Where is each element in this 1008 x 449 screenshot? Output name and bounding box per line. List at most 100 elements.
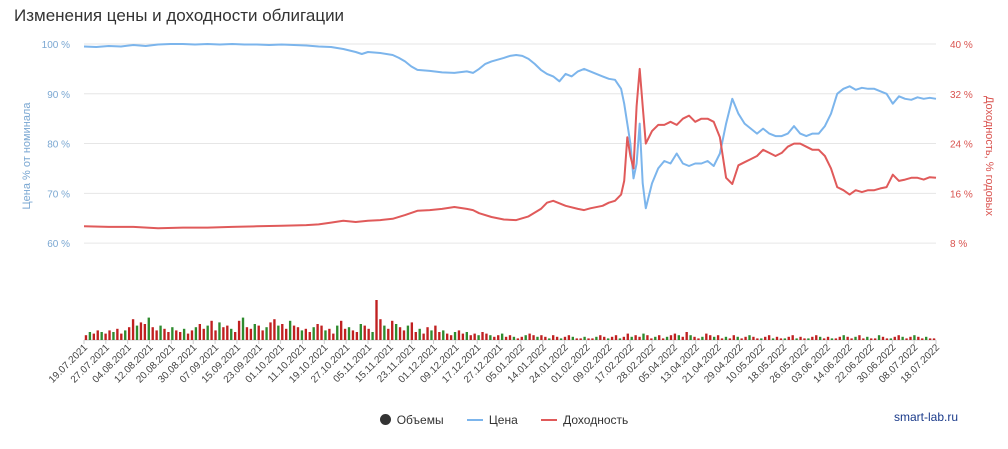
volume-bar [716, 335, 720, 340]
watermark-link[interactable]: smart-lab.ru [893, 410, 958, 424]
volume-bar [783, 338, 787, 340]
volume-bar [124, 330, 127, 340]
volume-bar [669, 335, 673, 340]
volume-bar [414, 332, 417, 340]
volume-bar [135, 325, 139, 340]
volume-bar [850, 338, 853, 340]
volume-bar [764, 336, 767, 340]
volume-bar [905, 338, 908, 340]
volume-bar [222, 327, 225, 340]
volume-bar [532, 335, 535, 340]
volume-bar [756, 338, 759, 340]
volume-bar [210, 320, 213, 340]
volume-bar [540, 335, 543, 340]
volume-bar [387, 328, 390, 340]
volume-bar [257, 325, 260, 340]
volume-bar [779, 338, 783, 340]
volume-bar [720, 338, 724, 340]
volume-bar [583, 336, 586, 340]
volume-bar [508, 335, 512, 340]
volume-bar [477, 335, 480, 340]
volume-bar [493, 336, 496, 340]
line-layer [83, 43, 937, 230]
volume-bar [159, 325, 162, 340]
axis-layer: 60 % 70 % 80 % 90 % 100 % 8 % 16 % 24 % 32 % 40 %… [21, 40, 995, 386]
volume-bar [795, 338, 798, 340]
yield-series-line[interactable] [83, 67, 937, 230]
legend-yield-marker [541, 418, 558, 421]
volume-bar [544, 336, 547, 340]
volume-bar [269, 322, 272, 340]
volume-bar [626, 333, 629, 340]
volume-bar [606, 338, 610, 340]
volume-bar [339, 320, 343, 340]
volume-bar [913, 335, 916, 340]
volume-bar [736, 336, 739, 340]
volume-bar [685, 332, 688, 340]
volume-bar [791, 335, 794, 340]
volume-bar [481, 332, 484, 340]
volume-bar [108, 330, 111, 340]
y-tick-right-label: 24 % [950, 140, 973, 151]
volume-bar [697, 338, 700, 340]
volume-bar [131, 319, 135, 340]
volume-bar [775, 336, 779, 340]
volume-bar [622, 336, 626, 340]
volume-bar [873, 338, 877, 340]
volume-bar [885, 338, 889, 340]
volume-bar [253, 324, 256, 340]
volume-bar [614, 335, 618, 340]
price-series-line[interactable] [83, 43, 937, 210]
volume-bar [799, 336, 802, 340]
volume-bar [328, 328, 331, 340]
legend-item-volume[interactable]: Объемы [379, 413, 444, 427]
volume-bar [811, 336, 814, 340]
volume-bar [473, 333, 476, 340]
volume-bar [96, 330, 99, 340]
volume-bar [689, 335, 692, 340]
volume-bar [371, 332, 374, 340]
volume-bar [603, 336, 606, 340]
volume-bar [846, 336, 849, 340]
volume-bar [163, 328, 166, 340]
volume-bar [171, 327, 174, 340]
volume-bar [524, 335, 527, 340]
volume-bar [646, 335, 649, 340]
volume-bar [127, 327, 131, 340]
legend-item-yield[interactable]: Доходность [541, 413, 628, 427]
volume-bar [520, 336, 523, 340]
legend-item-price[interactable]: Цена [466, 412, 518, 427]
legend-price-label: Цена [488, 412, 518, 427]
volume-bar [418, 328, 421, 340]
volume-bar [324, 330, 327, 340]
volume-bar [665, 336, 669, 340]
volume-bar [712, 336, 716, 340]
volume-bar [881, 336, 885, 340]
volume-bar [202, 328, 205, 340]
volume-bar [485, 333, 488, 340]
volume-bar [587, 338, 590, 340]
volume-bar [151, 327, 154, 340]
volume-bar [179, 332, 182, 340]
volume-bar [398, 327, 402, 340]
volume-bar [139, 322, 143, 340]
volume-bar [654, 336, 657, 340]
volume-bar [858, 335, 861, 340]
volume-bar [214, 330, 217, 340]
volume-bar [512, 336, 516, 340]
volume-bar [650, 338, 653, 340]
volume-bar [787, 336, 790, 340]
volume-bar [599, 335, 602, 340]
volume-bar [320, 325, 323, 340]
volume-bar [830, 338, 834, 340]
volume-bar [932, 338, 936, 340]
volume-bar [422, 333, 425, 340]
volume-bar [489, 335, 492, 340]
volume-bar [296, 327, 300, 340]
volume-bar [618, 338, 622, 340]
volume-bar [379, 319, 382, 340]
volume-bar [673, 333, 677, 340]
volume-bar [842, 335, 845, 340]
